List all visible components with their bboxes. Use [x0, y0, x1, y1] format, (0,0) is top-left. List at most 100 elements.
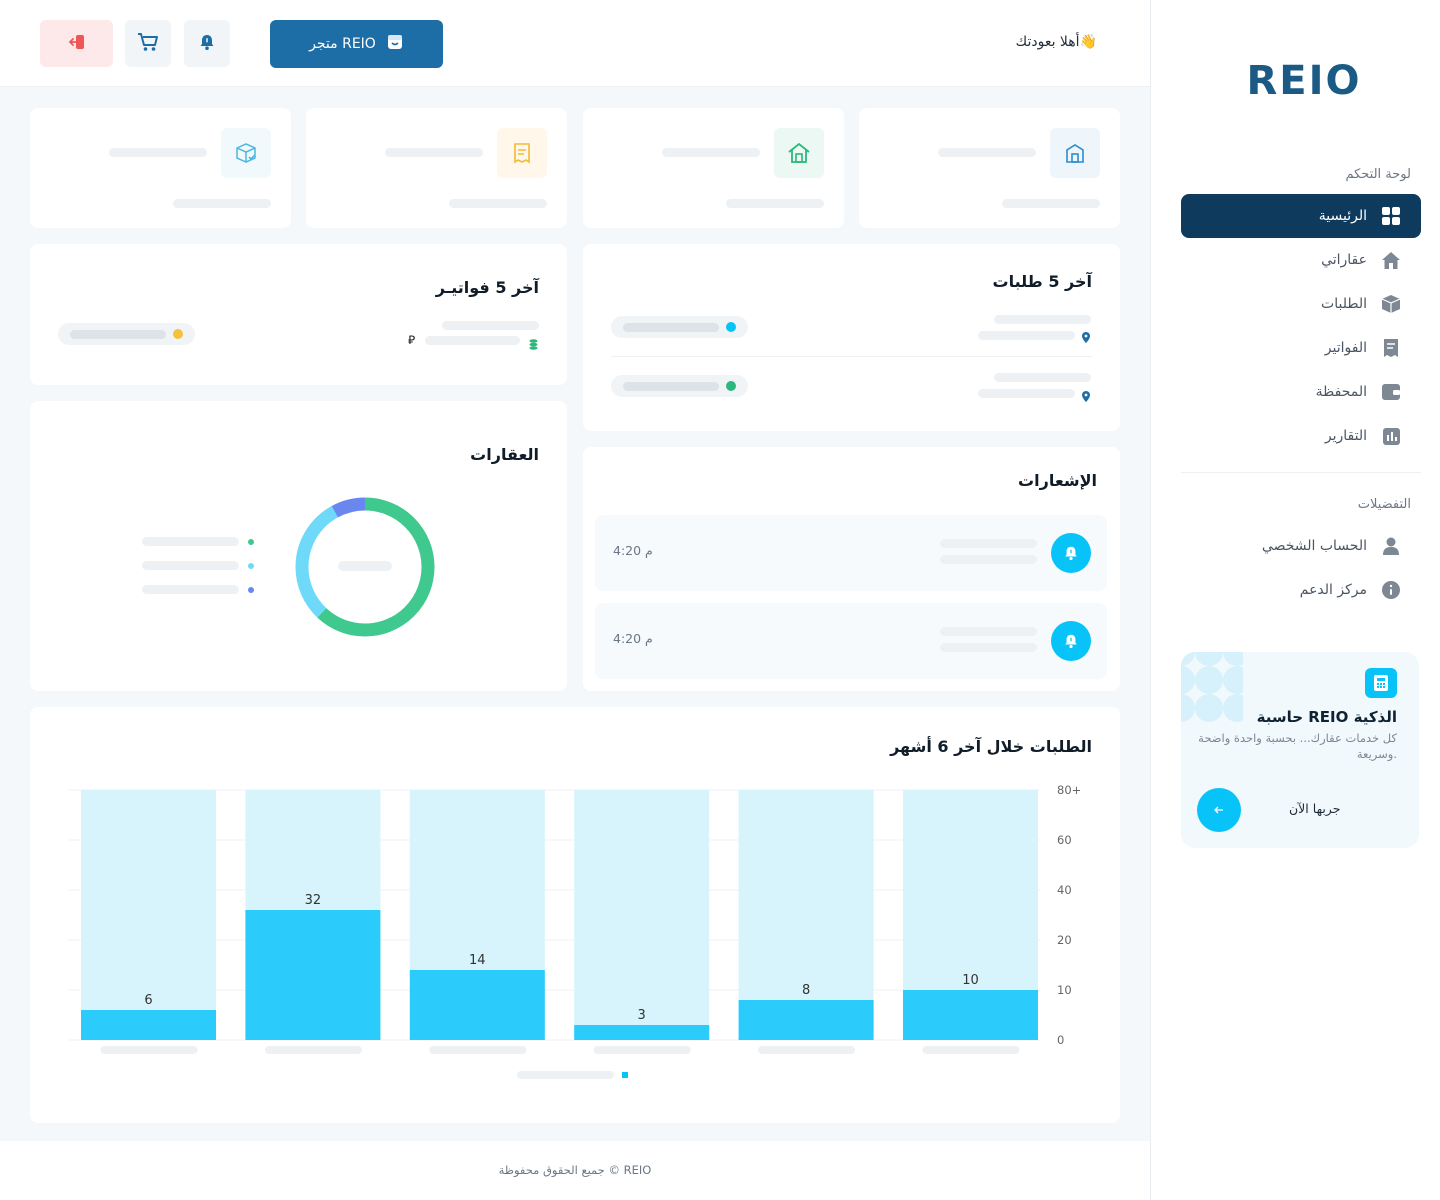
- cart-button[interactable]: [125, 20, 171, 67]
- try-now-label[interactable]: جربها الآن: [1289, 801, 1341, 816]
- bar-background: [738, 790, 874, 1040]
- footer: جميع الحقوق محفوظة © REIO: [0, 1141, 1150, 1200]
- bar-value-label: 6: [144, 993, 152, 1008]
- decorative-circles: [1181, 652, 1243, 722]
- riyal-symbol-icon: ⃁: [408, 333, 416, 347]
- bar[interactable]: [245, 910, 381, 1040]
- bell-icon: [1051, 533, 1091, 573]
- recent-orders-title: آخر 5 طلبات: [992, 272, 1092, 291]
- top-header: أهلا بعودتك👋 متجر REIO: [0, 0, 1150, 87]
- building-icon: [1050, 128, 1100, 178]
- try-now-button[interactable]: [1197, 788, 1241, 832]
- divider: [611, 356, 1092, 357]
- stat-card-orders: [30, 108, 291, 228]
- sidebar-item-label: الرئيسية: [1318, 208, 1367, 224]
- box-icon: [1381, 294, 1401, 314]
- notification-item[interactable]: 4:20 م: [595, 603, 1107, 679]
- legend-dot: [248, 587, 254, 593]
- y-tick-label: 0: [1057, 1033, 1064, 1047]
- bar-value-label: 32: [305, 893, 322, 908]
- sidebar-item-label: الطلبات: [1321, 296, 1367, 312]
- sidebar-item-label: التقارير: [1324, 428, 1367, 444]
- recent-invoices-title: آخر 5 فواتيـر: [435, 278, 539, 297]
- notifications-button[interactable]: [184, 20, 230, 67]
- preferences-section-label: التفضيلات: [1357, 497, 1411, 512]
- chart-icon: [1381, 426, 1401, 446]
- x-label-placeholder: [593, 1046, 691, 1054]
- bar[interactable]: [738, 1000, 874, 1040]
- legend-swatch: [622, 1072, 628, 1078]
- y-tick-label: 60: [1057, 833, 1072, 847]
- store-icon: [386, 33, 404, 55]
- x-label-placeholder: [264, 1046, 362, 1054]
- sidebar-item-invoices[interactable]: الفواتير: [1181, 326, 1421, 370]
- bell-icon: [1051, 621, 1091, 661]
- stat-card-houses: [583, 108, 844, 228]
- svg-text:REIO: REIO: [1249, 58, 1359, 104]
- donut-segment: [295, 497, 435, 637]
- notifications-title: الإشعارات: [1018, 471, 1097, 490]
- check-icon: [726, 381, 736, 391]
- receipt-icon: [1381, 338, 1401, 358]
- legend-dot: [248, 539, 254, 545]
- sidebar-item-home[interactable]: الرئيسية: [1181, 194, 1421, 238]
- sidebar-item-properties[interactable]: عقاراتي: [1181, 238, 1421, 282]
- sidebar-item-label: الحساب الشخصي: [1261, 538, 1367, 554]
- properties-card: العقارات: [30, 401, 567, 691]
- sidebar-item-reports[interactable]: التقارير: [1181, 414, 1421, 458]
- donut-center-placeholder: [338, 561, 392, 571]
- x-label-placeholder: [922, 1046, 1020, 1054]
- bar[interactable]: [409, 970, 545, 1040]
- bar-value-label: 3: [638, 1008, 646, 1023]
- grid-icon: [1381, 206, 1401, 226]
- sidebar-item-profile[interactable]: الحساب الشخصي: [1181, 524, 1421, 568]
- orders-chart-card: الطلبات خلال آخر 6 أشهر 6 32 14 3 8 10 0 10 20 4…: [30, 707, 1120, 1123]
- properties-title: العقارات: [470, 445, 539, 464]
- footer-copyright: جميع الحقوق محفوظة © REIO: [498, 1163, 652, 1177]
- sidebar-item-wallet[interactable]: المحفظة: [1181, 370, 1421, 414]
- pending-icon: [726, 322, 736, 332]
- location-pin-icon: [1082, 328, 1090, 347]
- reio-logo[interactable]: REIO: [1249, 56, 1359, 104]
- bar-value-label: 14: [469, 953, 486, 968]
- sidebar-item-support[interactable]: مركز الدعم: [1181, 568, 1421, 612]
- x-label-placeholder: [758, 1046, 856, 1054]
- bar[interactable]: [574, 1025, 710, 1040]
- y-tick-label: 40: [1057, 883, 1072, 897]
- pending-icon: [173, 329, 183, 339]
- sidebar-item-label: عقاراتي: [1321, 252, 1367, 268]
- promo-title: حاسبة REIO الذكية: [1256, 708, 1397, 726]
- sidebar: REIO لوحة التحكم الرئيسية عقاراتي الطلبا…: [1150, 0, 1440, 1200]
- donut-segment: [295, 497, 435, 637]
- home-icon: [1381, 250, 1401, 270]
- orders-bar-chart: 6 32 14 3 8 10 0 10 20 40 60 80+: [68, 783, 1081, 1079]
- box-check-icon: [221, 128, 271, 178]
- sidebar-item-label: مركز الدعم: [1299, 582, 1367, 598]
- bar-background: [81, 790, 216, 1040]
- promo-description: كل خدمات عقارك... بحسبة واحدة واضحة وسري…: [1198, 731, 1397, 761]
- notification-item[interactable]: 4:20 م: [595, 515, 1107, 591]
- sidebar-item-label: الفواتير: [1324, 340, 1367, 356]
- calculator-icon: [1365, 668, 1397, 698]
- greeting-text: أهلا بعودتك👋: [1015, 34, 1097, 50]
- sidebar-item-label: المحفظة: [1315, 384, 1367, 400]
- store-button[interactable]: متجر REIO: [270, 20, 443, 68]
- wallet-icon: [1381, 382, 1401, 402]
- y-tick-label: 80+: [1057, 783, 1081, 797]
- chart-title: الطلبات خلال آخر 6 أشهر: [890, 737, 1092, 756]
- bar-background: [574, 790, 710, 1040]
- bell-icon: [198, 33, 216, 55]
- properties-donut-chart: [295, 497, 435, 637]
- x-label-placeholder: [429, 1046, 527, 1054]
- bar[interactable]: [903, 990, 1038, 1040]
- bar[interactable]: [81, 1010, 216, 1040]
- invoice-status-pill: [58, 323, 195, 345]
- y-tick-label: 20: [1057, 933, 1072, 947]
- location-pin-icon: [1082, 387, 1090, 406]
- logout-button[interactable]: [40, 20, 113, 67]
- recent-invoices-card: آخر 5 فواتيـر ⃁: [30, 244, 567, 385]
- bar-value-label: 8: [802, 983, 810, 998]
- info-icon: [1381, 580, 1401, 600]
- logout-icon: [68, 33, 86, 55]
- sidebar-item-orders[interactable]: الطلبات: [1181, 282, 1421, 326]
